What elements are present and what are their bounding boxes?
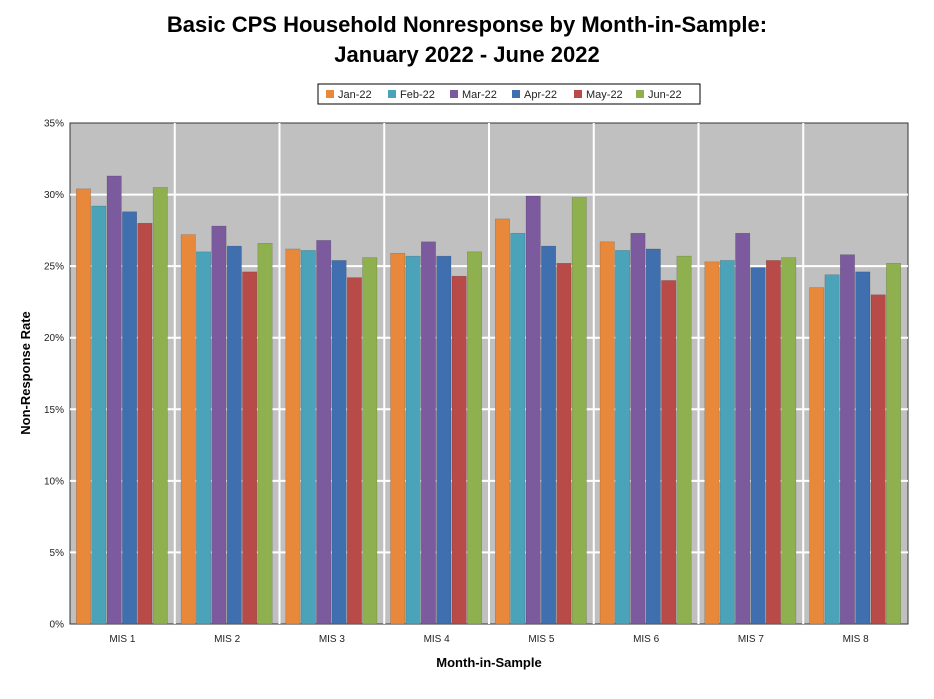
bar bbox=[840, 254, 855, 625]
legend-label: Jan-22 bbox=[338, 89, 372, 101]
bar bbox=[765, 260, 781, 625]
bar bbox=[152, 187, 168, 625]
x-tick-label: MIS 6 bbox=[633, 634, 660, 645]
chart-title: Basic CPS Household Nonresponse by Month… bbox=[0, 10, 934, 70]
legend-swatch bbox=[636, 90, 644, 98]
bar bbox=[405, 255, 421, 625]
bar bbox=[630, 232, 646, 625]
bar bbox=[855, 271, 871, 625]
legend-label: Mar-22 bbox=[462, 89, 497, 101]
bar bbox=[870, 294, 886, 625]
bar bbox=[615, 250, 631, 625]
bar bbox=[196, 251, 212, 625]
y-tick-label: 30% bbox=[44, 190, 64, 201]
bar bbox=[510, 232, 526, 625]
bar bbox=[451, 275, 467, 625]
bar bbox=[421, 241, 436, 625]
bar bbox=[226, 245, 242, 625]
bar bbox=[331, 260, 347, 625]
bar bbox=[809, 287, 825, 625]
legend-swatch bbox=[388, 90, 396, 98]
bar bbox=[525, 195, 541, 625]
legend-swatch bbox=[574, 90, 582, 98]
legend-label: Apr-22 bbox=[524, 89, 557, 101]
bar bbox=[316, 240, 332, 625]
legend-box bbox=[317, 83, 701, 105]
y-axis: 0% 5% 10% 15% 20% 25% 30% 35% bbox=[44, 119, 64, 631]
y-tick-label: 0% bbox=[50, 620, 65, 631]
bar bbox=[180, 234, 196, 625]
x-tick-label: MIS 8 bbox=[843, 634, 870, 645]
legend-label: Jun-22 bbox=[648, 89, 682, 101]
bar bbox=[91, 205, 107, 625]
bar bbox=[211, 225, 227, 625]
bar bbox=[137, 222, 153, 625]
bar bbox=[824, 274, 840, 625]
bar bbox=[735, 232, 751, 625]
bar bbox=[719, 260, 735, 625]
bar bbox=[781, 257, 797, 625]
bar bbox=[362, 257, 378, 625]
x-axis: MIS 1 MIS 2 MIS 3 MIS 4 MIS 5 MIS 6 MIS 7 MIS 8 bbox=[109, 634, 869, 645]
bar bbox=[556, 263, 572, 625]
bar bbox=[886, 263, 901, 625]
bar bbox=[599, 241, 615, 625]
legend-swatch bbox=[326, 90, 334, 98]
x-tick-label: MIS 4 bbox=[424, 634, 451, 645]
y-tick-label: 35% bbox=[44, 119, 64, 130]
bar bbox=[242, 271, 258, 625]
bar bbox=[495, 218, 510, 625]
bar bbox=[704, 261, 720, 625]
bar bbox=[257, 242, 273, 625]
bar bbox=[676, 255, 692, 625]
x-tick-label: MIS 5 bbox=[528, 634, 555, 645]
y-tick-label: 25% bbox=[44, 262, 64, 273]
y-tick-label: 20% bbox=[44, 333, 64, 344]
bar bbox=[122, 211, 137, 625]
bar bbox=[436, 255, 452, 625]
x-tick-label: MIS 3 bbox=[319, 634, 346, 645]
y-tick-label: 5% bbox=[50, 548, 65, 559]
legend-swatch bbox=[512, 90, 520, 98]
x-tick-label: MIS 1 bbox=[109, 634, 136, 645]
bar bbox=[467, 251, 482, 625]
legend-label: Feb-22 bbox=[400, 89, 435, 101]
bar bbox=[346, 277, 362, 625]
bar bbox=[106, 175, 122, 625]
bar bbox=[300, 250, 316, 625]
chart-title-line-2: January 2022 - June 2022 bbox=[334, 42, 600, 67]
bars bbox=[76, 175, 901, 625]
x-tick-label: MIS 2 bbox=[214, 634, 241, 645]
y-tick-label: 15% bbox=[44, 405, 64, 416]
x-axis-title: Month-in-Sample bbox=[436, 655, 541, 670]
legend: Jan-22 Feb-22 Mar-22 Apr-22 May-22 Jun-22 bbox=[317, 83, 701, 105]
bar bbox=[661, 280, 677, 625]
bar bbox=[645, 248, 661, 625]
bar bbox=[571, 197, 587, 625]
legend-label: May-22 bbox=[586, 89, 623, 101]
y-tick-label: 10% bbox=[44, 476, 64, 487]
x-tick-label: MIS 7 bbox=[738, 634, 765, 645]
bar bbox=[390, 253, 406, 625]
bar bbox=[541, 245, 556, 625]
bar bbox=[750, 267, 766, 625]
legend-swatch bbox=[450, 90, 458, 98]
chart-title-line-1: Basic CPS Household Nonresponse by Month… bbox=[166, 12, 768, 37]
bar bbox=[285, 248, 301, 625]
y-axis-title: Non-Response Rate bbox=[18, 311, 33, 435]
bar bbox=[76, 188, 91, 625]
